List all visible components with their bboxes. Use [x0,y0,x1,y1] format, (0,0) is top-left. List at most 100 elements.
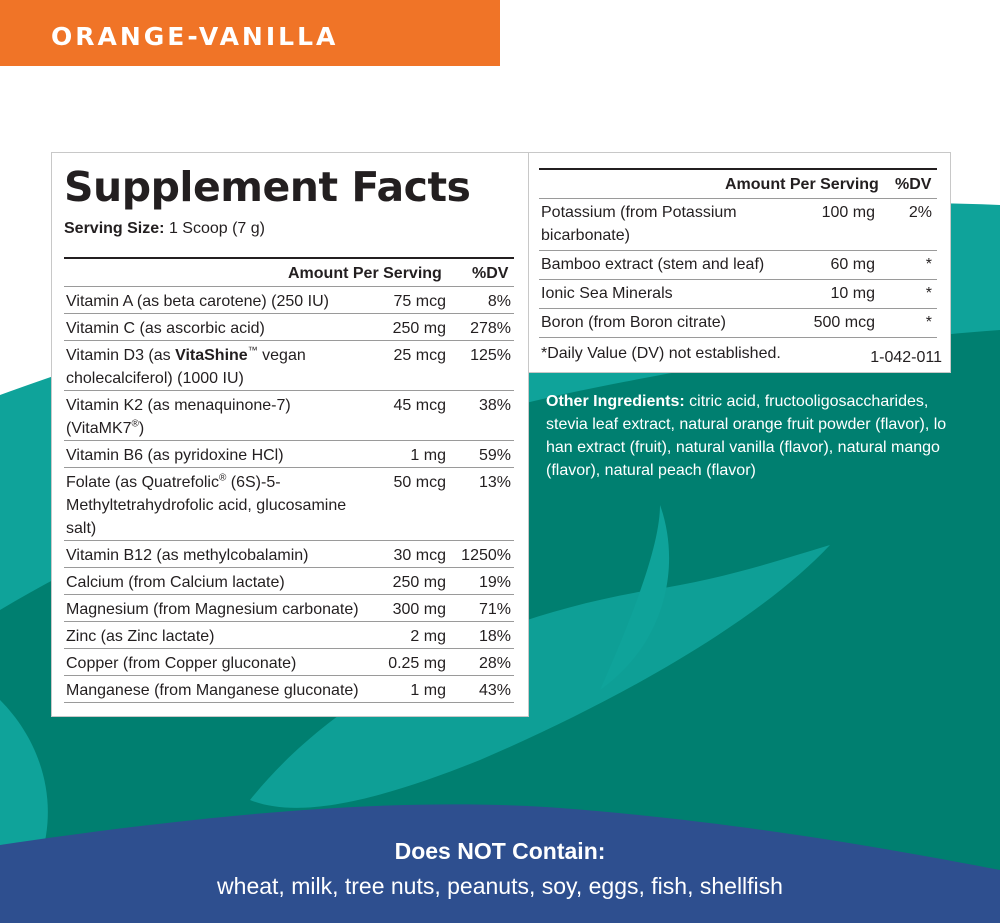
nutrient-dv: * [925,314,932,331]
supplement-facts-panel-continued: Amount Per Serving %DV Potassium (from P… [528,152,951,373]
nutrient-name-part: Vitamin K2 (as menaquinone-7) (VitaMK7 [66,397,291,437]
nutrient-name-part: Vitamin D3 (as [66,347,176,364]
nutrient-dv: 125% [470,347,511,364]
teal-leaf-sliver [600,505,670,690]
flavor-banner: ORANGE-VANILLA [0,0,500,66]
nutrient-row: Magnesium (from Magnesium carbonate) 300 … [64,595,514,622]
dv-footnote: *Daily Value (DV) not established. [541,345,781,362]
nutrient-dv: 2% [908,204,932,221]
nutrient-name-part: Zinc (as Zinc lactate) [66,628,215,645]
teal-leaf-tip [250,545,830,808]
nutrient-row: Bamboo extract (stem and leaf) 60 mg * [539,251,937,280]
nutrient-dv: 13% [478,474,511,491]
nutrient-amount: 0.25 mg [388,655,446,672]
nutrient-row: Calcium (from Calcium lactate) 250 mg 19% [64,568,514,595]
nutrient-name-part: Calcium (from Calcium lactate) [66,574,285,591]
nutrient-amount: 250 mg [392,574,446,591]
other-ingredients-label: Other Ingredients: [546,393,685,410]
nutrient-name: Vitamin A (as beta carotene) (250 IU) [66,290,371,313]
nutrient-row: Vitamin K2 (as menaquinone-7) (VitaMK7®)… [64,391,514,441]
other-ingredients-text: citric acid, fructooligosaccharides, ste… [546,393,947,479]
nutrient-amount: 10 mg [830,285,875,302]
nutrient-row: Folate (as Quatrefolic® (6S)-5-Methyltet… [64,468,514,541]
allergen-title: Does NOT Contain: [394,838,606,864]
nutrient-name-part: Vitamin A (as beta carotene) (250 IU) [66,293,329,310]
nutrient-row: Zinc (as Zinc lactate) 2 mg 18% [64,622,514,649]
nutrient-name: Folate (as Quatrefolic® (6S)-5-Methyltet… [66,471,371,540]
nutrient-row: Vitamin B6 (as pyridoxine HCl) 1 mg 59% [64,441,514,468]
nutrient-amount: 30 mcg [393,547,446,564]
right-header-bottom-rule [539,198,937,199]
nutrient-amount: 2 mg [410,628,446,645]
allergen-list: wheat, milk, tree nuts, peanuts, soy, eg… [217,873,783,899]
nutrient-name-part: Vitamin B6 (as pyridoxine HCl) [66,447,284,464]
nutrient-name: Bamboo extract (stem and leaf) [541,256,765,273]
nutrient-name: Vitamin B12 (as methylcobalamin) [66,544,371,567]
nutrient-name: Vitamin K2 (as menaquinone-7) (VitaMK7®) [66,394,371,440]
nutrient-name: Manganese (from Manganese gluconate) [66,679,371,702]
supplement-facts-panel: Supplement Facts Serving Size: 1 Scoop (… [51,152,529,717]
nutrient-dv: 8% [487,293,511,310]
nutrient-name: Copper (from Copper gluconate) [66,652,371,675]
other-ingredients: Other Ingredients: citric acid, fructool… [546,390,956,482]
nutrient-name-part: Folate (as Quatrefolic [66,474,219,491]
nutrient-name: Vitamin C (as ascorbic acid) [66,317,371,340]
nutrient-row: Ionic Sea Minerals 10 mg * [539,280,937,309]
nutrient-dv: 18% [478,628,511,645]
nutrient-dv: 19% [478,574,511,591]
nutrient-amount: 50 mcg [393,474,446,491]
left-teal-curve [0,700,48,860]
nutrient-dv: 278% [470,320,511,337]
right-amount-header: Amount Per Serving [725,176,879,193]
nutrient-name-part: (6S)-5-Methyltetrahydrofolic acid, gluco… [66,474,347,537]
nutrient-dv: 43% [478,682,511,699]
nutrient-amount: 60 mg [830,256,875,273]
nutrient-dv: 38% [478,397,511,414]
product-code: 1-042-011 [870,349,942,366]
right-dv-header: %DV [895,176,932,193]
nutrient-row: Boron (from Boron citrate) 500 mcg * [539,309,937,338]
trademark-mark: ® [131,418,139,430]
navy-band [0,804,1000,923]
trademark-mark: ™ [247,345,258,357]
nutrient-amount: 1 mg [410,682,446,699]
nutrient-name-part: vegan cholecalciferol) (1000 IU) [66,347,306,387]
nutrient-name-part: VitaShine [175,347,248,364]
nutrient-name-part: Magnesium (from Magnesium carbonate) [66,601,359,618]
nutrient-dv: * [925,285,932,302]
supplement-facts-title: Supplement Facts [64,163,471,211]
nutrient-amount: 25 mcg [393,347,446,364]
nutrient-name: Calcium (from Calcium lactate) [66,571,371,594]
amount-header: Amount Per Serving [288,265,442,282]
nutrient-name: Vitamin B6 (as pyridoxine HCl) [66,444,371,467]
nutrient-dv: * [925,256,932,273]
dv-header: %DV [472,265,509,282]
nutrient-name: Ionic Sea Minerals [541,285,673,302]
header-rule [64,257,514,259]
flavor-label: ORANGE-VANILLA [51,22,339,51]
nutrient-amount: 250 mg [392,320,446,337]
nutrient-name-part: Copper (from Copper gluconate) [66,655,297,672]
serving-size-value: 1 Scoop (7 g) [168,220,265,237]
nutrient-amount: 500 mcg [813,314,875,331]
nutrient-name-part: ) [138,420,145,437]
nutrient-dv: 59% [478,447,511,464]
nutrient-name: Zinc (as Zinc lactate) [66,625,371,648]
nutrient-amount: 75 mcg [393,293,446,310]
nutrient-name: Vitamin D3 (as VitaShine™ vegan cholecal… [66,344,371,390]
nutrient-dv: 28% [478,655,511,672]
nutrient-amount: 45 mcg [393,397,446,414]
nutrient-row: Vitamin A (as beta carotene) (250 IU) 75 … [64,287,514,314]
nutrient-amount: 1 mg [410,447,446,464]
nutrient-amount: 100 mg [821,204,875,221]
right-header-rule [539,168,937,170]
nutrient-amount: 300 mg [392,601,446,618]
nutrient-name: Potassium (from Potassium bicarbonate) [541,204,737,244]
nutrient-row: Vitamin B12 (as methylcobalamin) 30 mcg 12… [64,541,514,568]
serving-size: Serving Size: 1 Scoop (7 g) [64,220,265,238]
nutrient-dv: 71% [478,601,511,618]
nutrient-name-part: Vitamin B12 (as methylcobalamin) [66,547,309,564]
serving-size-label: Serving Size: [64,220,165,237]
nutrient-row: Potassium (from Potassium bicarbonate) 10… [539,199,937,251]
nutrient-dv: 1250% [461,547,511,564]
